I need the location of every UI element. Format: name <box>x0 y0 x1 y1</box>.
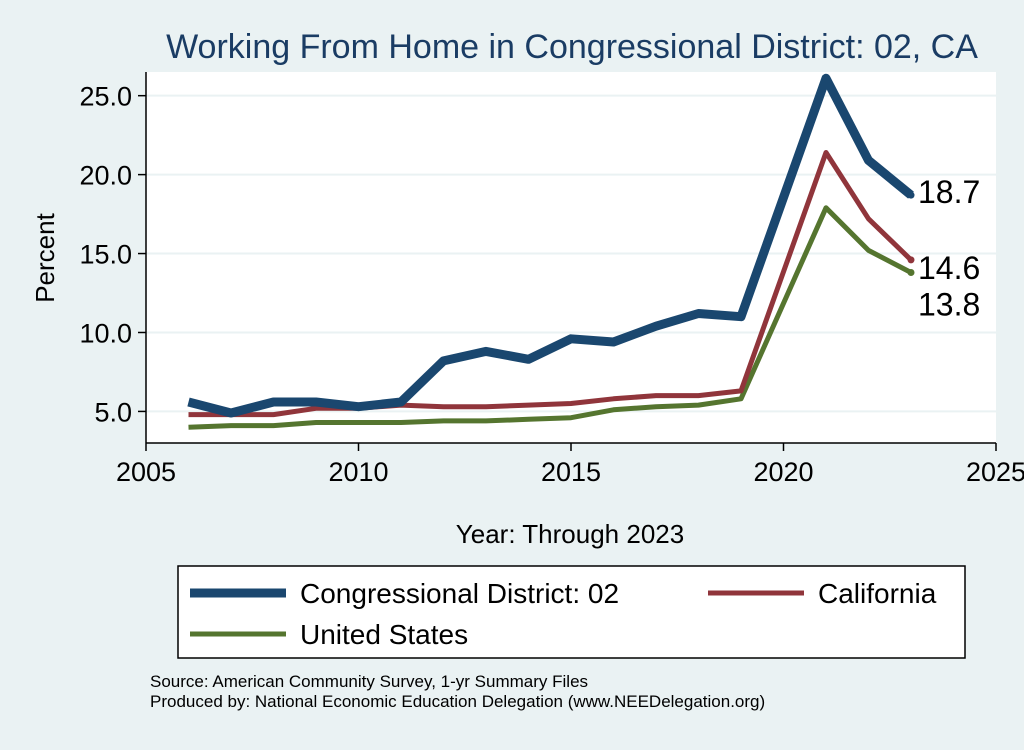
series-line <box>188 150 913 418</box>
legend-label: Congressional District: 02 <box>300 578 619 609</box>
source-note: Source: American Community Survey, 1-yr … <box>150 672 589 691</box>
y-tick-label: 20.0 <box>79 161 132 191</box>
legend-label: United States <box>300 619 468 650</box>
legend-box <box>177 565 966 659</box>
x-axis-label: Year: Through 2023 <box>456 519 684 549</box>
plot-area <box>146 72 996 443</box>
axes: 5.0 10.0 15.0 20.0 25.0 2005 2010 2015 2020 2025 <box>79 72 1024 487</box>
end-value-label: 14.6 <box>918 250 980 286</box>
series-line <box>187 73 914 418</box>
x-tick-label: 2005 <box>116 457 176 487</box>
end-value-label: 18.7 <box>918 174 980 210</box>
legend: Congressional District: 02 California Unit… <box>177 565 966 659</box>
y-tick-label: 15.0 <box>79 240 132 270</box>
series-lines <box>187 73 915 430</box>
series-line <box>188 205 913 430</box>
x-tick-label: 2015 <box>541 457 601 487</box>
y-tick-label: 10.0 <box>79 318 132 348</box>
x-tick-label: 2025 <box>966 457 1024 487</box>
chart-title: Working From Home in Congressional Distr… <box>166 28 978 66</box>
y-tick-label: 25.0 <box>79 82 132 112</box>
end-value-label: 13.8 <box>918 286 980 322</box>
y-tick-label: 5.0 <box>94 397 132 427</box>
grid-lines <box>146 94 996 413</box>
legend-items: Congressional District: 02 California Unit… <box>190 578 937 650</box>
end-point <box>907 256 915 264</box>
x-tick-label: 2020 <box>753 457 813 487</box>
x-tick-label: 2010 <box>328 457 388 487</box>
producer-note: Produced by: National Economic Education… <box>150 692 766 711</box>
legend-label: California <box>818 578 937 609</box>
y-axis-label: Percent <box>30 212 60 302</box>
end-point <box>907 268 915 276</box>
end-labels: 18.7 14.613.8 <box>918 174 980 322</box>
end-point <box>907 191 915 199</box>
